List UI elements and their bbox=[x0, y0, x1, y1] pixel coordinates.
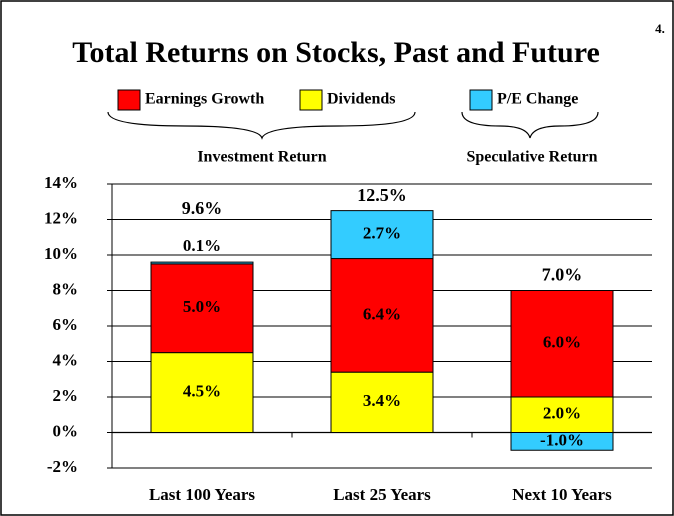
legend-label: Dividends bbox=[327, 91, 395, 108]
y-tick-label: 4% bbox=[53, 350, 79, 369]
legend-swatch bbox=[469, 89, 493, 111]
y-tick-label: -2% bbox=[47, 457, 78, 476]
x-tick-label: Next 10 Years bbox=[512, 485, 612, 504]
annotation: Investment Return bbox=[197, 149, 326, 166]
data-label: 3.4% bbox=[363, 391, 401, 410]
brace bbox=[107, 111, 416, 140]
legend-swatch bbox=[117, 89, 141, 111]
y-tick-label: 6% bbox=[53, 315, 79, 334]
y-tick-label: 10% bbox=[44, 244, 78, 263]
y-tick-label: 12% bbox=[44, 208, 78, 227]
bar-segment bbox=[510, 290, 614, 398]
legend-label: P/E Change bbox=[497, 91, 578, 108]
x-tick-label: Last 100 Years bbox=[149, 485, 255, 504]
x-tick-label: Last 25 Years bbox=[333, 485, 431, 504]
data-label: 2.0% bbox=[543, 404, 581, 423]
data-label: 5.0% bbox=[183, 297, 221, 316]
total-label: 7.0% bbox=[542, 265, 583, 285]
legend-label: Earnings Growth bbox=[145, 91, 264, 108]
y-tick-label: 0% bbox=[53, 421, 79, 440]
bar-segment bbox=[150, 263, 254, 354]
data-label: 2.7% bbox=[363, 223, 401, 242]
legend-swatch bbox=[299, 89, 323, 111]
bar-segment bbox=[330, 258, 434, 373]
y-tick-label: 2% bbox=[53, 386, 79, 405]
y-tick-label: 14% bbox=[44, 173, 78, 192]
bar-segment bbox=[510, 396, 614, 433]
data-label: 4.5% bbox=[183, 381, 221, 400]
bar-segment bbox=[150, 352, 254, 433]
data-label: 6.0% bbox=[543, 333, 581, 352]
bar-segment bbox=[330, 210, 434, 260]
y-tick-label: 8% bbox=[53, 279, 79, 298]
total-label: 9.6% bbox=[182, 198, 223, 218]
bar-segment bbox=[150, 261, 254, 265]
chart-title: Total Returns on Stocks, Past and Future bbox=[72, 36, 600, 69]
brace bbox=[461, 111, 599, 139]
page-number: 4. bbox=[655, 21, 665, 36]
bar-segment bbox=[510, 432, 614, 451]
data-label: -1.0% bbox=[540, 430, 584, 449]
bar-segment bbox=[330, 371, 434, 433]
data-label: 6.4% bbox=[363, 304, 401, 323]
annotation: Speculative Return bbox=[466, 149, 597, 166]
total-label: 12.5% bbox=[357, 185, 407, 205]
data-label: 0.1% bbox=[183, 236, 221, 255]
